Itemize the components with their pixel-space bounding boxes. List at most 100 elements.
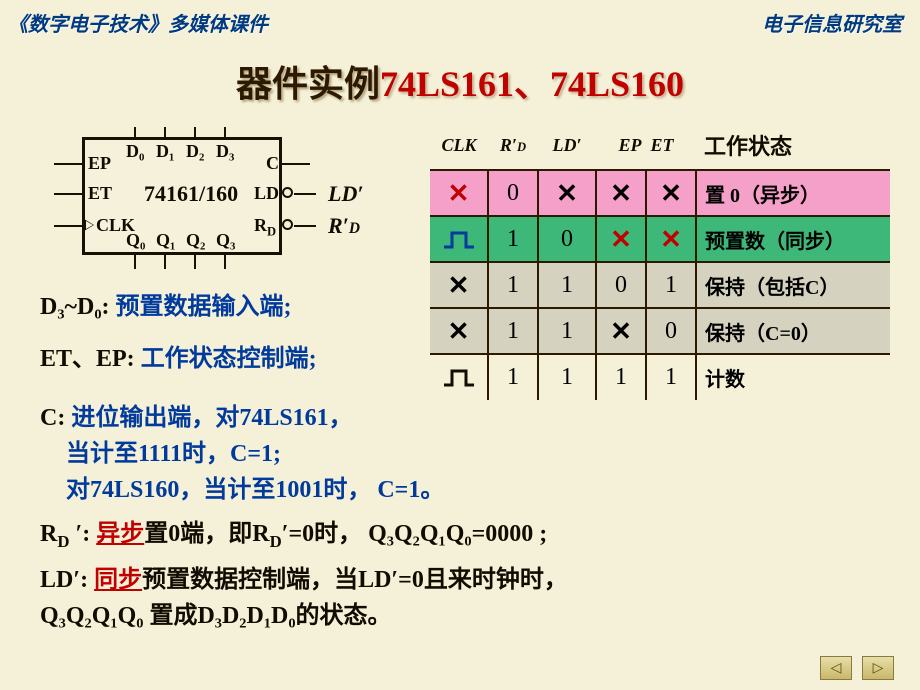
d-text: 预置数据输入端; (116, 294, 292, 320)
desc-ld: LD′: 同步预置数据控制端，当LD′=0且来时钟时， Q₃Q₂Q₁Q₀ 置成D… (0, 562, 920, 634)
d-label: D₃~D₀: (40, 294, 110, 320)
chip-name: 74161/160 (144, 181, 238, 207)
pin-line (294, 225, 316, 227)
table-state-cell: 置 0（异步） (696, 170, 890, 216)
th-clk: CLK (430, 125, 488, 170)
table-cell: ✕ (430, 262, 488, 308)
pin-line (164, 255, 166, 269)
table-cell: 1 (596, 354, 646, 400)
ld-text: 预置数据控制端，当LD′=0且来时钟时， (142, 567, 568, 593)
header-left: 《数字电子技术》多媒体课件 (8, 8, 268, 37)
table-body: ✕0✕✕✕置 0（异步）10✕✕预置数（同步）✕1101保持（包括C）✕11✕0… (430, 170, 890, 400)
pin-q3: Q₃ (216, 230, 235, 251)
header-bar: 《数字电子技术》多媒体课件 电子信息研究室 (0, 0, 920, 37)
table-cell: 1 (646, 262, 696, 308)
etep-text: 工作状态控制端; (141, 346, 317, 372)
ld-label: LD′: (40, 567, 88, 593)
pin-line (294, 193, 316, 195)
table-cell: ✕ (646, 170, 696, 216)
pin-ld: LD (254, 183, 279, 204)
pin-d3: D₃ (216, 141, 234, 162)
table-cell: 1 (488, 308, 538, 354)
table-cell: 0 (596, 262, 646, 308)
table-cell: 1 (646, 354, 696, 400)
table-cell: ✕ (430, 308, 488, 354)
rd-label: RD ′: (40, 521, 90, 547)
nav-prev-button[interactable]: ◁ (820, 656, 852, 680)
desc-rd: RD ′: 异步置0端，即RD′=0时， Q₃Q₂Q₁Q₀=0000 ; (0, 516, 920, 554)
th-ld: LD′ (538, 125, 596, 170)
th-epet: EP ET (596, 125, 696, 170)
pin-clk: CLK (96, 215, 135, 236)
table-state-cell: 预置数（同步） (696, 216, 890, 262)
bubble-icon (282, 219, 293, 230)
table-row: ✕11✕0保持（C=0） (430, 308, 890, 354)
ext-rd-prime: R′D (328, 213, 360, 239)
nav-controls: ◁ ▷ (820, 656, 894, 680)
table-cell: 1 (488, 216, 538, 262)
rd-word: 异步 (96, 521, 144, 547)
main-content: 74161/160 D₀ D₁ D₂ D₃ Q₀ Q₁ Q₂ Q₃ EP ET … (0, 125, 920, 400)
truth-table: CLK R′D LD′ EP ET 工作状态 ✕0✕✕✕置 0（异步）10✕✕预… (430, 125, 890, 400)
table-cell: 1 (538, 354, 596, 400)
pin-d2: D₂ (186, 141, 204, 162)
desc-etep: ET、EP: 工作状态控制端; (40, 333, 400, 377)
pin-line (194, 255, 196, 269)
table-cell: ✕ (596, 216, 646, 262)
pin-line (134, 255, 136, 269)
pin-line (224, 127, 226, 138)
ld-line2: Q₃Q₂Q₁Q₀ 置成D₃D₂D₁D₀的状态。 (40, 603, 392, 629)
table-cell: 0 (646, 308, 696, 354)
table-cell: ✕ (596, 170, 646, 216)
th-rd: R′D (488, 125, 538, 170)
pin-line (54, 193, 82, 195)
th-state: 工作状态 (696, 125, 890, 170)
c-label: C: (40, 405, 65, 431)
table-cell: 1 (488, 262, 538, 308)
pin-c: C (266, 153, 279, 174)
table-row: ✕0✕✕✕置 0（异步） (430, 170, 890, 216)
table-cell: 1 (488, 354, 538, 400)
pin-line (194, 127, 196, 138)
pin-line (134, 127, 136, 138)
table-cell: 0 (538, 216, 596, 262)
bubble-icon (282, 187, 293, 198)
pin-line (54, 163, 82, 165)
pin-q2: Q₂ (186, 230, 205, 251)
c-line2: 当计至1111时，C=1; (40, 441, 281, 467)
header-right: 电子信息研究室 (762, 8, 902, 37)
etep-label: ET、EP: (40, 346, 135, 372)
chip-symbol: 74161/160 D₀ D₁ D₂ D₃ Q₀ Q₁ Q₂ Q₃ EP ET … (34, 125, 364, 275)
ext-ld-prime: LD′ (328, 181, 364, 207)
pin-line (282, 163, 310, 165)
clk-triangle-inner (86, 221, 93, 229)
table-cell: ✕ (596, 308, 646, 354)
table-state-cell: 保持（包括C） (696, 262, 890, 308)
nav-next-button[interactable]: ▷ (862, 656, 894, 680)
table-cell: 0 (488, 170, 538, 216)
rd-text1: 置0端，即R (144, 521, 269, 547)
table-row: 1111计数 (430, 354, 890, 400)
c-line1: 进位输出端，对74LS161， (71, 405, 352, 431)
rd-text2: ′=0时， Q₃Q₂Q₁Q₀=0000 ; (282, 521, 548, 547)
rd-sub: D (270, 532, 282, 551)
pin-line (54, 225, 82, 227)
table-cell: ✕ (538, 170, 596, 216)
pin-d1: D₁ (156, 141, 174, 162)
table-cell: ✕ (430, 170, 488, 216)
table-header-row: CLK R′D LD′ EP ET 工作状态 (430, 125, 890, 170)
pin-ep: EP (88, 153, 111, 174)
table-column: CLK R′D LD′ EP ET 工作状态 ✕0✕✕✕置 0（异步）10✕✕预… (430, 125, 890, 400)
pin-et: ET (88, 183, 112, 204)
pin-d0: D₀ (126, 141, 144, 162)
table-cell (430, 216, 488, 262)
title-prefix: 器件实例 (236, 64, 380, 104)
table-cell: 1 (538, 262, 596, 308)
table-row: 10✕✕预置数（同步） (430, 216, 890, 262)
table-state-cell: 计数 (696, 354, 890, 400)
chip-column: 74161/160 D₀ D₁ D₂ D₃ Q₀ Q₁ Q₂ Q₃ EP ET … (40, 125, 400, 400)
page-title: 器件实例74LS161、74LS160 (0, 55, 920, 107)
pin-q1: Q₁ (156, 230, 175, 251)
table-cell: ✕ (646, 216, 696, 262)
ld-word: 同步 (94, 567, 142, 593)
